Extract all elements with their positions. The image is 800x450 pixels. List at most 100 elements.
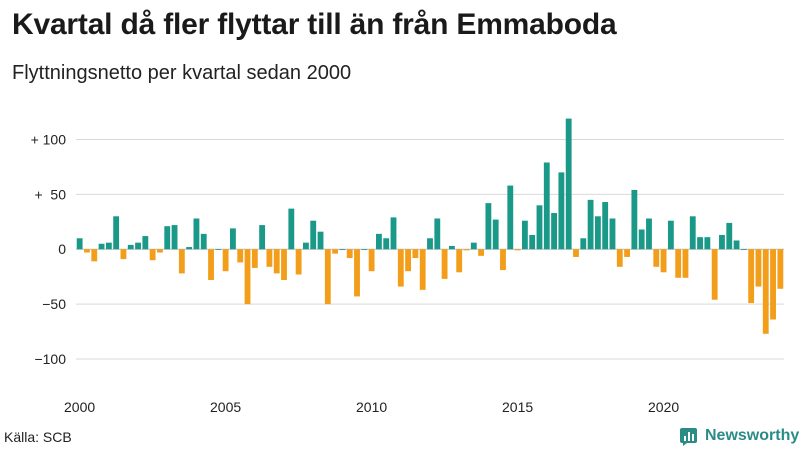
bar: [521, 220, 528, 250]
bar: [76, 238, 83, 250]
bar: [624, 249, 630, 257]
bar: [412, 249, 419, 259]
bar: [157, 249, 163, 253]
y-tick-label: −100: [34, 351, 66, 367]
bar: [273, 249, 280, 274]
bar: [697, 237, 703, 250]
bar: [558, 172, 565, 250]
bar: [339, 249, 346, 251]
bar: [500, 249, 506, 271]
bar: [405, 249, 412, 272]
bars: [76, 118, 784, 334]
bar: [288, 208, 295, 250]
bar: [653, 249, 660, 267]
bar: [660, 249, 667, 273]
bar: [354, 249, 360, 297]
bar: [704, 237, 711, 250]
bar: [456, 249, 463, 273]
bar: [762, 249, 769, 334]
bar: [740, 249, 747, 251]
bar: [149, 249, 156, 261]
bar: [310, 220, 317, 250]
bar: [448, 245, 455, 250]
x-tick-label: 2000: [64, 399, 95, 415]
bar: [178, 249, 185, 274]
bar: [295, 249, 302, 275]
bar: [689, 216, 696, 250]
x-tick-label: 2020: [648, 399, 679, 415]
bar: [529, 234, 536, 250]
brand-logo: Newsworthy: [680, 426, 799, 446]
bar: [105, 242, 112, 250]
bar: [244, 249, 251, 305]
bar: [361, 249, 368, 251]
bar: [113, 216, 120, 250]
bar: [237, 249, 244, 263]
y-tick-label: 0: [58, 241, 66, 257]
bar: [368, 249, 375, 272]
bar: [631, 189, 638, 250]
bar: [419, 249, 426, 290]
bar: [215, 249, 222, 251]
bar: [616, 249, 623, 267]
newsworthy-icon: [680, 428, 697, 446]
bar: [726, 222, 733, 250]
bar: [470, 242, 477, 250]
bar: [317, 231, 324, 250]
bar: [675, 249, 682, 278]
bar: [135, 242, 141, 250]
bar: [573, 249, 579, 257]
bar: [332, 249, 339, 254]
bar: [200, 233, 207, 250]
bar: [397, 249, 404, 287]
grid-lines: [76, 138, 784, 360]
bar: [441, 249, 448, 279]
bar: [390, 217, 397, 250]
x-tick-label: 2010: [356, 399, 387, 415]
bar: [427, 238, 433, 250]
bar: [580, 238, 587, 250]
bar: [281, 249, 287, 280]
bar: [186, 247, 193, 250]
y-tick-label: −50: [42, 296, 66, 312]
bar: [748, 249, 755, 304]
bar: [259, 225, 266, 250]
y-tick-label: + 100: [31, 131, 67, 147]
source-label: Källa: SCB: [4, 429, 72, 445]
bar: [303, 242, 309, 250]
bar: [755, 249, 762, 287]
bar: [120, 249, 127, 260]
bar: [84, 249, 90, 253]
bar: [682, 249, 689, 278]
bar: [266, 249, 273, 267]
chart-title: Kvartal då fler flyttar till än från Emm…: [12, 8, 617, 41]
bar: [346, 249, 353, 259]
bar: [667, 220, 674, 250]
bar: [551, 213, 557, 250]
y-axis-labels: + 100 + 50 0 −50 −100: [31, 131, 67, 367]
y-tick-label: + 50: [34, 186, 66, 202]
x-axis-labels: 2000 2005 2010 2015 2020: [64, 399, 679, 415]
bar: [711, 249, 718, 300]
x-tick-label: 2015: [502, 399, 533, 415]
bar: [434, 218, 441, 250]
bar: [638, 229, 645, 250]
bar: [587, 199, 594, 250]
bar: [770, 249, 776, 320]
bar: [230, 228, 236, 250]
brand-name: Newsworthy: [705, 427, 800, 444]
bar: [222, 249, 229, 272]
bar: [383, 238, 390, 250]
bar: [251, 249, 258, 268]
bar: [514, 249, 521, 251]
bar: [324, 249, 331, 305]
bar: [375, 233, 382, 250]
chart-subtitle: Flyttningsnetto per kvartal sedan 2000: [12, 62, 352, 84]
bar: [492, 219, 499, 250]
bar: [719, 234, 725, 250]
bar: [478, 249, 485, 256]
bar: [171, 225, 178, 250]
bar: [543, 162, 550, 250]
bar: [565, 118, 572, 250]
